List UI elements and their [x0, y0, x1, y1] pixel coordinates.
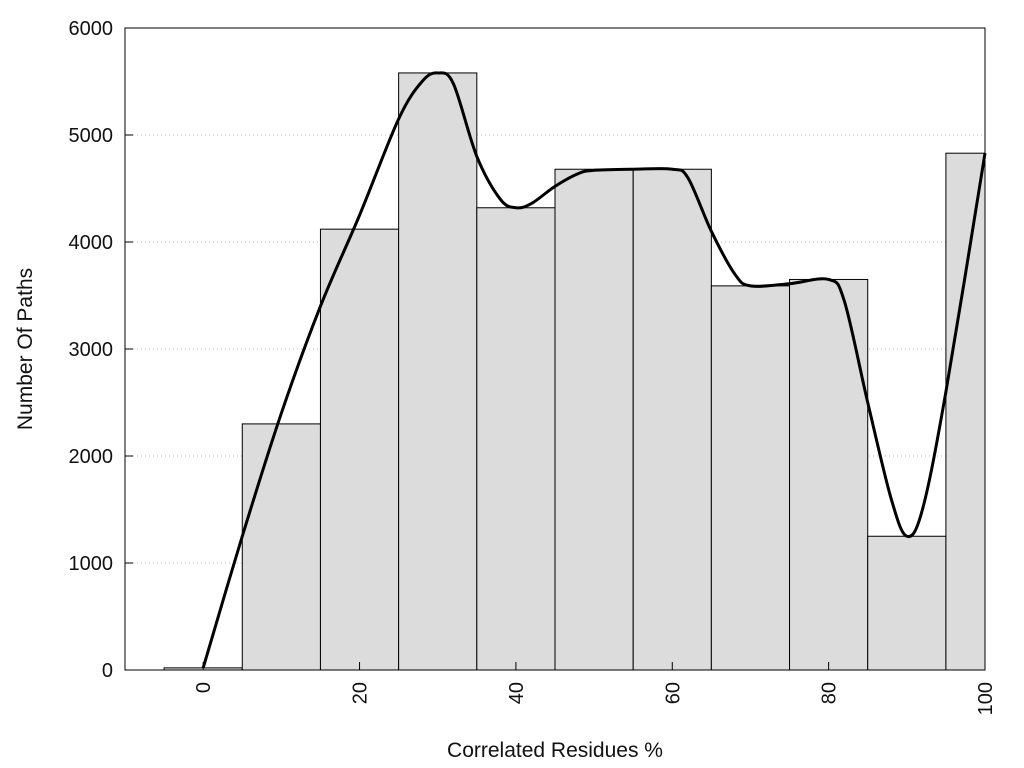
histogram-bar [398, 72, 478, 671]
histogram-bar [319, 228, 400, 671]
y-tick-label: 0 [102, 660, 113, 682]
bar-layer [163, 72, 986, 671]
x-tick-label: 0 [193, 682, 215, 693]
histogram-bar [632, 168, 712, 671]
x-tick-label: 60 [662, 682, 684, 704]
y-tick-label: 6000 [69, 18, 114, 40]
histogram-bar [241, 423, 321, 671]
histogram-bar [476, 207, 556, 671]
y-axis-label: Number Of Paths [14, 268, 37, 430]
histogram-bar [867, 535, 947, 671]
histogram-bar [789, 278, 869, 671]
y-tick-label: 1000 [69, 553, 114, 575]
x-tick-label: 80 [819, 682, 841, 704]
y-tick-label: 4000 [69, 232, 114, 254]
histogram-bar [710, 285, 791, 671]
histogram-bar [945, 152, 986, 671]
x-tick-label: 100 [975, 682, 997, 715]
x-tick-label: 20 [350, 682, 372, 704]
x-axis-label: Correlated Residues % [447, 739, 663, 762]
smoothed-trend-line [201, 71, 987, 669]
curve-layer [201, 71, 987, 669]
tick-layer: 0 1000 2000 3000 4000 5000 6000 0 20 40 60 80 100 [69, 18, 998, 715]
y-tick-label: 3000 [69, 339, 114, 361]
histogram-bar [554, 168, 634, 671]
y-tick-label: 5000 [69, 125, 114, 147]
y-tick-label: 2000 [69, 446, 114, 468]
x-tick-label: 40 [506, 682, 528, 704]
